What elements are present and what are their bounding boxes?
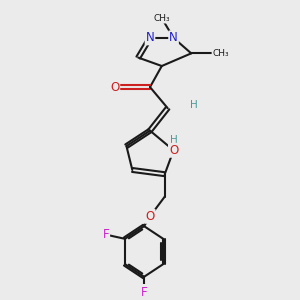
Text: CH₃: CH₃: [212, 49, 229, 58]
Text: H: H: [170, 136, 177, 146]
Text: O: O: [146, 210, 154, 223]
Text: O: O: [110, 81, 119, 94]
Text: CH₃: CH₃: [154, 14, 170, 23]
Text: N: N: [146, 32, 154, 44]
Text: O: O: [169, 144, 178, 157]
Text: N: N: [169, 32, 178, 44]
Text: F: F: [103, 228, 109, 241]
Text: H: H: [190, 100, 198, 110]
Text: F: F: [141, 286, 147, 299]
